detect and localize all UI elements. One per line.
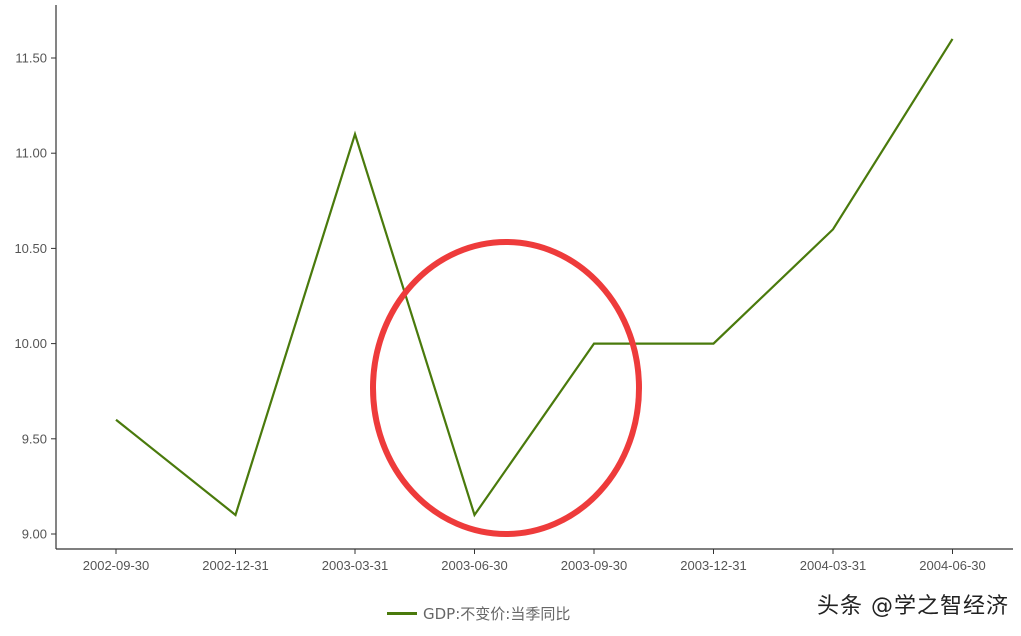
y-axis: 9.00 9.50 10.00 10.50 11.00 11.50 (14, 5, 57, 549)
series-line-gdp[interactable] (115, 38, 954, 518)
x-tick-label: 2002-12-31 (202, 558, 269, 573)
x-tick-label: 2004-03-31 (800, 558, 867, 573)
x-tick-label: 2002-09-30 (83, 558, 150, 573)
y-tick-label: 11.50 (15, 51, 47, 66)
y-tick-label: 10.50 (14, 241, 47, 256)
y-tick-label: 9.50 (22, 431, 47, 446)
legend-label: GDP:不变价:当季同比 (423, 604, 571, 623)
highlight-circle-annotation (370, 239, 642, 537)
legend[interactable]: GDP:不变价:当季同比 (387, 602, 570, 624)
series-group (115, 38, 954, 518)
watermark-text: 头条 @学之智经济 (817, 594, 1009, 619)
y-tick-label: 10.00 (14, 336, 47, 351)
x-tick-label: 2004-06-30 (919, 558, 986, 573)
x-tick-label: 2003-12-31 (680, 558, 747, 573)
y-tick-label: 9.00 (22, 527, 47, 542)
x-tick-label: 2003-06-30 (441, 558, 508, 573)
x-tick-label: 2003-09-30 (561, 558, 628, 573)
x-axis: 2002-09-30 2002-12-31 2003-03-31 2003-06-30… (56, 548, 1013, 573)
y-tick-label: 11.00 (15, 146, 47, 161)
x-tick-label: 2003-03-31 (322, 558, 389, 573)
legend-swatch (387, 611, 417, 615)
